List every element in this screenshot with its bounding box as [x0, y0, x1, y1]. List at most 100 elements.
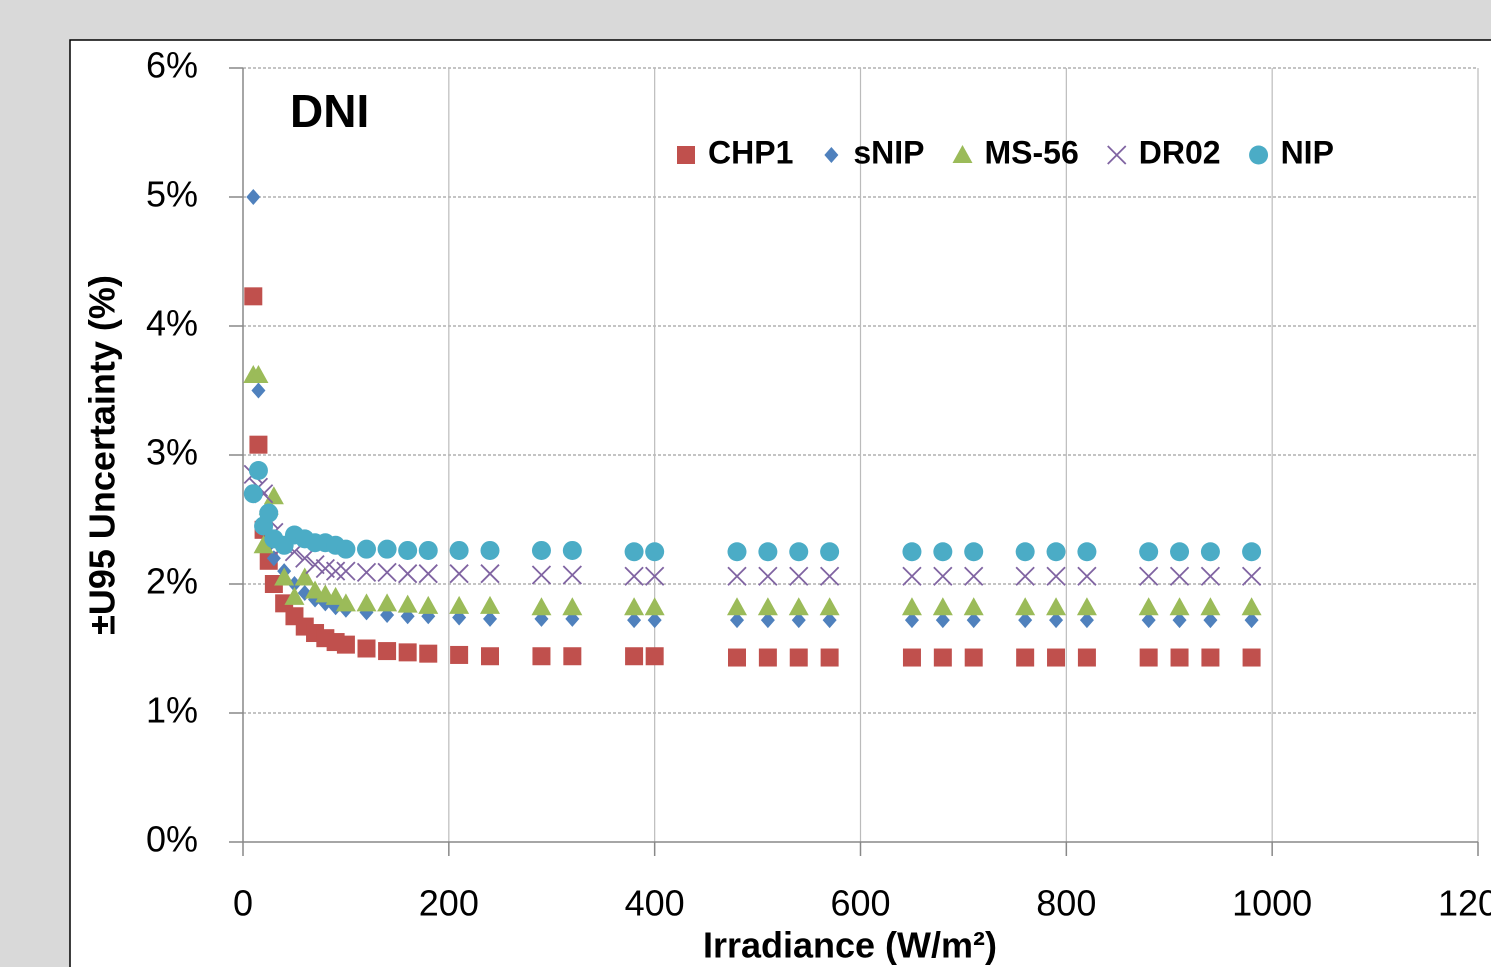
point: [1015, 597, 1036, 616]
point: [378, 642, 397, 661]
point: [1138, 597, 1159, 616]
point: [624, 566, 644, 586]
point: [789, 648, 808, 667]
point: [1046, 566, 1066, 586]
point: [902, 648, 921, 667]
point: [964, 542, 984, 562]
point: [1141, 612, 1156, 629]
point: [480, 564, 500, 584]
point: [531, 540, 551, 560]
point: [647, 612, 662, 629]
point: [356, 593, 377, 612]
point: [1139, 542, 1159, 562]
point: [788, 597, 809, 616]
point: [377, 593, 398, 612]
point: [966, 612, 981, 629]
point: [819, 597, 840, 616]
point: [820, 542, 840, 562]
point: [1076, 597, 1097, 616]
point: [1169, 566, 1190, 586]
point: [727, 597, 747, 616]
legend-label: NIP: [1281, 134, 1334, 170]
point: [336, 561, 356, 581]
legend-marker: [677, 146, 695, 164]
point: [398, 643, 417, 662]
point: [933, 648, 952, 667]
point: [819, 566, 840, 586]
point: [562, 565, 582, 585]
point: [243, 484, 263, 504]
point: [449, 540, 469, 560]
point: [1077, 566, 1097, 586]
point: [758, 542, 778, 562]
point: [563, 647, 582, 666]
y-tick-label: 5%: [146, 174, 198, 215]
point: [325, 586, 346, 605]
point: [284, 586, 305, 605]
y-tick-label: 2%: [146, 561, 198, 602]
point: [418, 595, 439, 614]
point: [727, 566, 747, 586]
legend-label: DR02: [1139, 134, 1221, 170]
point: [449, 595, 470, 614]
point: [325, 561, 346, 581]
annotation: DNI: [290, 85, 369, 137]
point: [728, 648, 746, 667]
point: [902, 566, 922, 586]
point: [336, 539, 356, 559]
y-tick-label: 1%: [146, 690, 198, 731]
point: [248, 365, 269, 384]
point: [531, 597, 552, 616]
point: [1241, 597, 1262, 616]
point: [357, 639, 376, 658]
point: [483, 610, 497, 627]
point: [1046, 597, 1067, 616]
point: [901, 597, 922, 616]
point: [357, 539, 376, 559]
legend-marker: [1107, 145, 1127, 165]
point: [397, 594, 418, 613]
x-tick-label: 800: [1036, 883, 1096, 924]
y-tick-label: 6%: [146, 45, 198, 86]
y-tick-label: 4%: [146, 303, 198, 344]
point: [1139, 648, 1158, 667]
point: [1200, 542, 1220, 562]
point: [645, 542, 665, 562]
point: [935, 612, 950, 629]
point: [419, 644, 438, 663]
point: [356, 562, 377, 583]
point: [1241, 566, 1262, 586]
legend-label: MS-56: [985, 134, 1079, 170]
legend-label: CHP1: [708, 134, 793, 170]
legend-marker: [952, 145, 973, 163]
point: [1242, 542, 1262, 562]
point: [1200, 566, 1221, 586]
point: [727, 542, 747, 562]
point: [644, 597, 665, 616]
point: [295, 548, 315, 568]
point: [294, 567, 315, 586]
point: [377, 539, 397, 559]
legend-marker: [1249, 145, 1269, 165]
point: [1079, 612, 1094, 629]
point: [418, 564, 438, 584]
x-tick-label: 400: [625, 883, 685, 924]
point: [1170, 542, 1190, 562]
point: [1077, 542, 1097, 562]
point: [933, 566, 953, 586]
point: [1169, 597, 1190, 616]
y-axis-label: ±U95 Uncertainty (%): [82, 275, 123, 635]
point: [1242, 648, 1261, 667]
point: [259, 503, 279, 523]
point: [730, 612, 744, 629]
point: [336, 635, 355, 654]
y-tick-label: 3%: [146, 432, 198, 473]
point: [789, 542, 809, 562]
point: [1016, 648, 1035, 667]
point: [1077, 648, 1096, 667]
point: [531, 565, 552, 585]
point: [624, 542, 644, 562]
point: [625, 647, 644, 666]
point: [627, 612, 642, 629]
